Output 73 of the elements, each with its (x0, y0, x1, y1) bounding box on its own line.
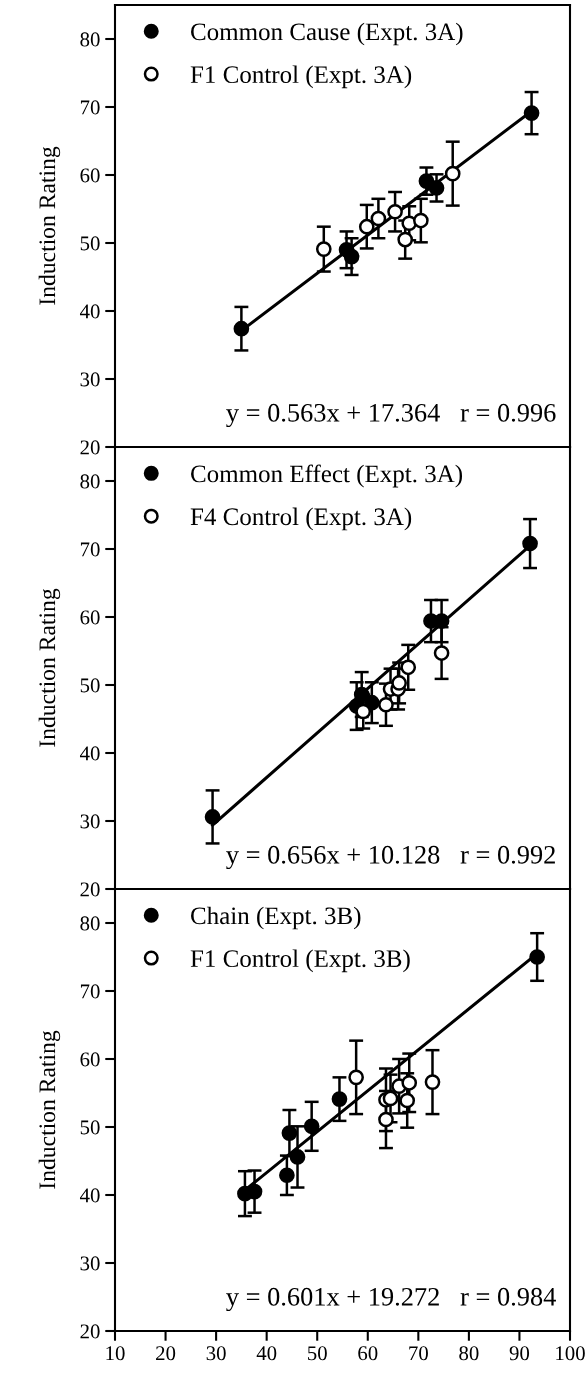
point (204, 809, 221, 825)
x-tick-label: 90 (509, 1346, 530, 1361)
point (233, 320, 250, 337)
y-tick-label: 70 (80, 542, 100, 557)
y-tick-label: 40 (79, 304, 100, 319)
y-tick-label: 20 (80, 1324, 100, 1339)
legend-label: Chain (Expt. 3B) (191, 906, 361, 930)
legend-label: F4 Control (Expt. 3A) (190, 507, 412, 531)
legend-label: Common Effect (Expt. 3A) (191, 464, 463, 488)
point (378, 696, 394, 713)
x-tick-label: 80 (459, 1346, 479, 1361)
y-tick-label: 50 (80, 236, 100, 251)
y-axis-title: Induction Rating (38, 588, 61, 747)
x-tick-label: 60 (358, 1346, 378, 1361)
y-tick-label: 40 (79, 746, 100, 761)
annotation: y = 0.563x + 17.364 r = 0.996 (226, 403, 556, 428)
y-tick-label: 20 (80, 440, 100, 455)
y-tick-label: 70 (80, 100, 100, 115)
y-tick-label: 30 (80, 372, 100, 387)
point (522, 535, 538, 552)
y-tick-label: 50 (80, 1120, 100, 1135)
point (370, 210, 387, 227)
point (279, 1167, 295, 1184)
legend-label: F1 Control (Expt. 3B) (190, 949, 410, 973)
point (315, 241, 332, 257)
y-tick-label: 80 (80, 32, 100, 47)
x-tick-label: 40 (256, 1346, 277, 1361)
point (353, 686, 370, 703)
x-tick-label: 20 (156, 1346, 176, 1361)
point (444, 165, 461, 182)
y-axis-title: Induction Rating (38, 1030, 61, 1189)
point (428, 180, 445, 196)
y-axis-title: Induction Rating (38, 146, 61, 305)
y-tick-label: 60 (80, 1052, 100, 1067)
point (289, 1149, 306, 1165)
point (400, 659, 417, 676)
y-tick-label: 80 (80, 916, 100, 931)
point (523, 105, 540, 121)
y-tick-label: 80 (80, 474, 100, 489)
y-tick-label: 50 (80, 678, 100, 693)
annotation: y = 0.656x + 10.128 r = 0.992 (226, 845, 555, 870)
point (424, 1074, 441, 1090)
y-tick-label: 40 (79, 1188, 100, 1203)
y-tick-label: 20 (80, 882, 100, 897)
point (418, 173, 435, 189)
point (399, 1092, 416, 1109)
point (281, 1125, 298, 1141)
y-tick-label: 30 (80, 814, 100, 829)
x-tick-label: 70 (409, 1346, 428, 1361)
legend-label: F1 Control (Expt. 3A) (190, 65, 412, 89)
point (529, 949, 545, 965)
point (433, 645, 450, 661)
point (358, 218, 375, 235)
point (387, 203, 403, 220)
annotation: y = 0.601x + 19.272 r = 0.984 (226, 1287, 556, 1312)
y-tick-label: 60 (80, 610, 100, 625)
y-tick-label: 60 (80, 168, 100, 183)
point (382, 1090, 399, 1107)
legend-label: Common Cause (Expt. 3A) (191, 22, 463, 46)
x-tick-label: 10 (106, 1346, 125, 1361)
point (355, 703, 372, 720)
x-tick-label: 30 (206, 1346, 226, 1361)
y-tick-label: 30 (80, 1256, 100, 1271)
point (391, 675, 407, 691)
point (343, 248, 360, 265)
y-tick-label: 70 (80, 984, 100, 999)
point (378, 1111, 394, 1128)
point (413, 212, 429, 229)
x-tick-label: 100 (556, 1346, 585, 1361)
x-tick-label: 50 (308, 1346, 327, 1361)
point (331, 1091, 348, 1107)
point (348, 1069, 364, 1086)
point (303, 1118, 320, 1135)
